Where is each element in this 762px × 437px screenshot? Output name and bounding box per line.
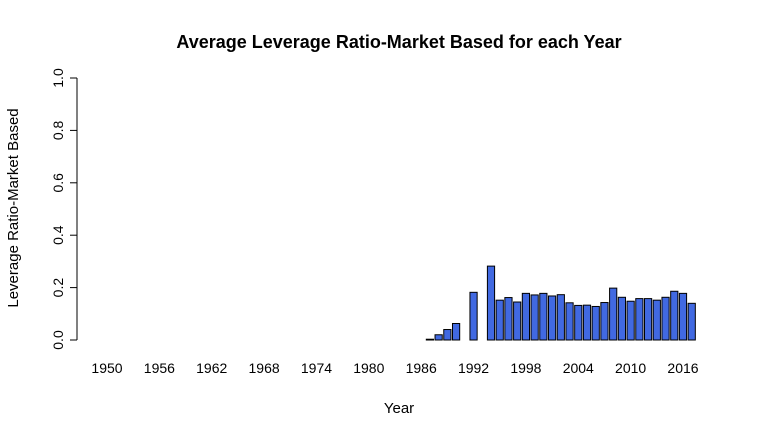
bar [443, 329, 452, 341]
x-axis: 1950 1956 1962 1968 1974 1980 1986 1992 1998 2004… [91, 360, 698, 376]
y-tick-label: 1.0 [50, 68, 66, 88]
x-axis-label: Year [384, 400, 414, 417]
bar [643, 298, 653, 341]
x-tick-label: 1956 [144, 360, 175, 376]
bar [486, 265, 496, 341]
y-axis: 0.0 0.2 0.4 0.6 0.8 1.0 [50, 68, 78, 350]
x-tick-label: 1968 [249, 360, 280, 376]
y-tick-label: 0.8 [50, 120, 66, 140]
bar [617, 296, 627, 341]
bar [574, 304, 583, 341]
bar [582, 304, 592, 341]
bar [626, 300, 635, 341]
bars [425, 265, 696, 341]
chart-title: Average Leverage Ratio-Market Based for … [176, 32, 621, 52]
x-tick-label: 1980 [353, 360, 384, 376]
x-tick-label: 1974 [301, 360, 332, 376]
y-tick-label: 0.4 [50, 225, 66, 245]
bar [495, 299, 504, 341]
bar [469, 291, 478, 341]
x-tick-label: 2010 [615, 360, 646, 376]
bar [600, 302, 609, 341]
bar [678, 292, 688, 341]
bar [670, 290, 679, 341]
bar [556, 294, 565, 341]
bar [425, 338, 435, 341]
x-tick-label: 1950 [91, 360, 122, 376]
x-tick-label: 2016 [667, 360, 698, 376]
bar [504, 297, 513, 341]
bar [539, 292, 548, 341]
bar [434, 334, 443, 341]
bar [635, 298, 644, 341]
x-tick-label: 1998 [510, 360, 541, 376]
bar [513, 301, 522, 341]
x-tick-label: 2004 [563, 360, 594, 376]
x-tick-label: 1962 [196, 360, 227, 376]
bar [547, 295, 557, 341]
x-tick-label: 1986 [406, 360, 437, 376]
bar [661, 296, 670, 341]
bar [591, 305, 600, 341]
bar [687, 302, 696, 341]
y-tick-label: 0.6 [50, 173, 66, 193]
y-tick-label: 0.0 [50, 330, 66, 350]
bar [652, 299, 661, 341]
y-tick-label: 0.2 [50, 278, 66, 298]
bar [565, 302, 574, 341]
bar [609, 287, 618, 341]
y-axis-label: Leverage Ratio-Market Based [5, 108, 22, 307]
x-tick-label: 1992 [458, 360, 489, 376]
bar [521, 292, 531, 341]
bar [451, 322, 461, 341]
bar [530, 294, 539, 341]
